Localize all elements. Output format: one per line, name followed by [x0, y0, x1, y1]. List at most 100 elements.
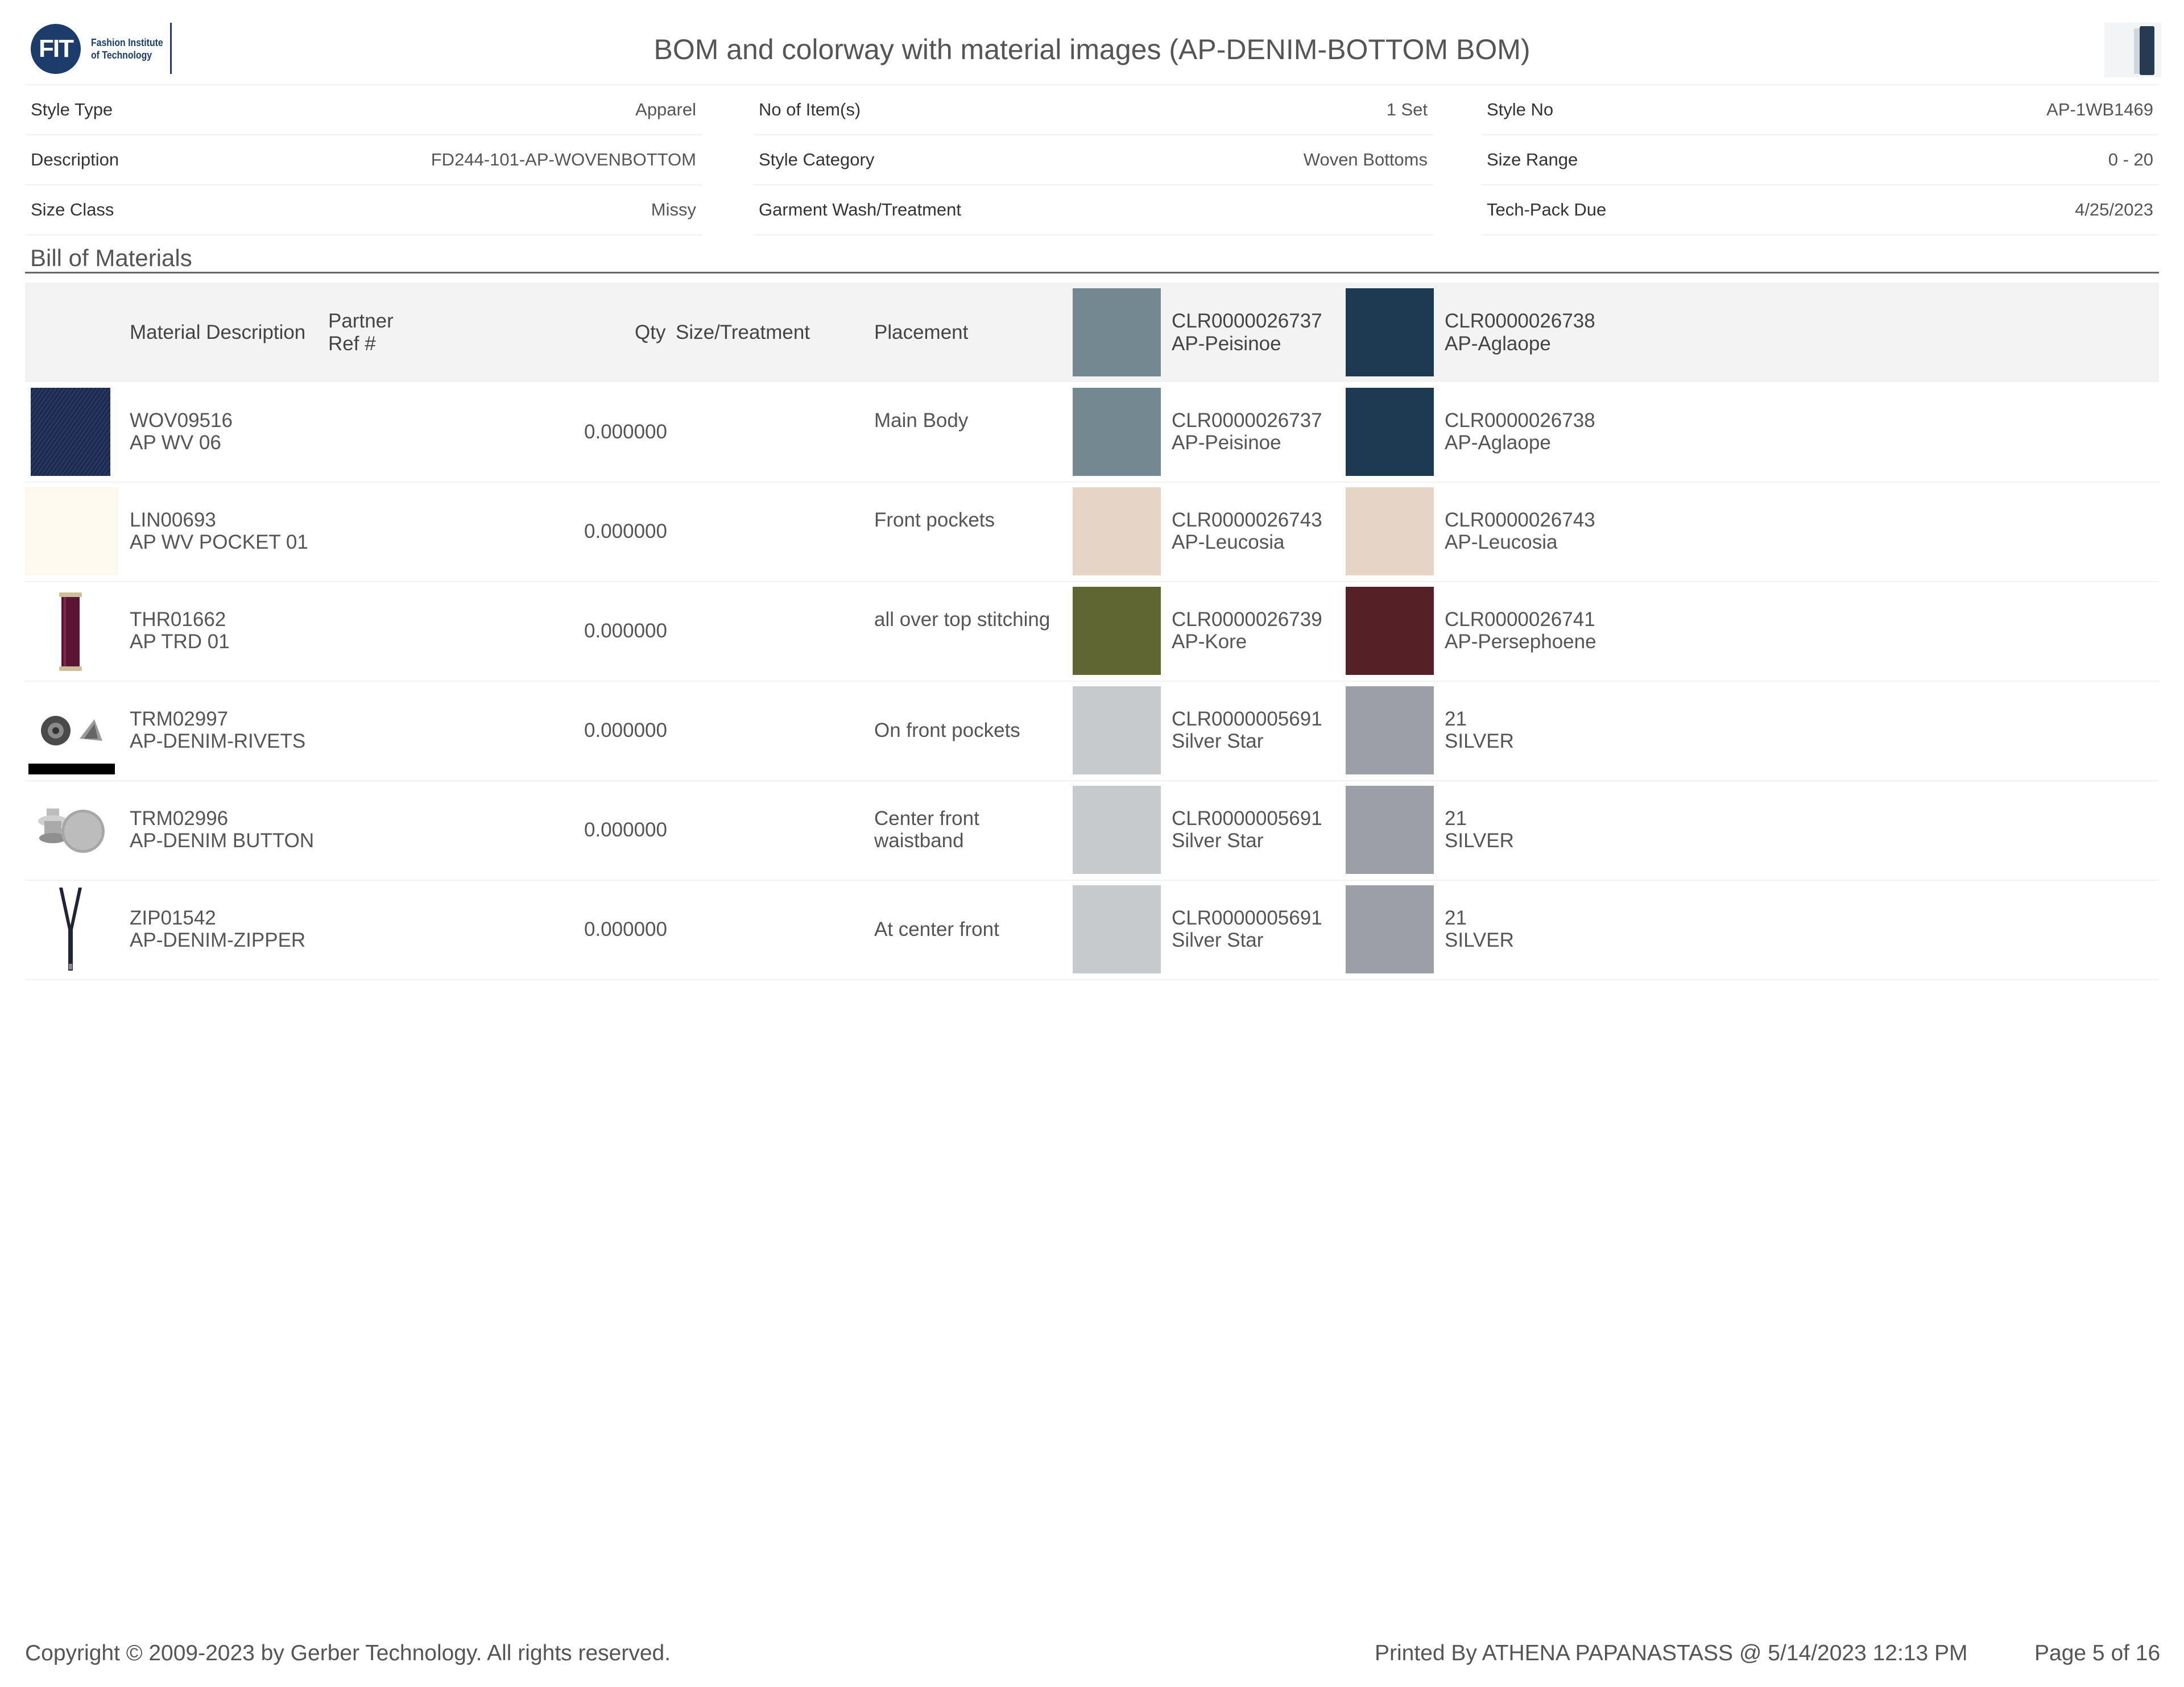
- attr-value: 1 Set: [1386, 100, 1428, 119]
- attr-label: Size Range: [1487, 150, 1578, 169]
- col-placement: Placement: [874, 321, 969, 343]
- color-swatch: [1346, 786, 1434, 874]
- material-description: TRM02996 AP-DENIM BUTTON: [130, 807, 314, 852]
- table-row: LIN00693 AP WV POCKET 01 0.000000 Front …: [25, 482, 2159, 582]
- colorway-2-value: CLR0000026743 AP-Leucosia: [1445, 509, 1595, 553]
- placement-line1: On front pockets: [874, 719, 1020, 741]
- material-code: WOV09516: [130, 409, 233, 432]
- table-row: TRM02997 AP-DENIM-RIVETS 0.000000 On fro…: [25, 681, 2159, 781]
- divider: [25, 84, 2159, 85]
- qty: 0.000000: [584, 918, 667, 940]
- material-description: WOV09516 AP WV 06: [130, 409, 233, 454]
- material-name: AP WV 06: [130, 432, 221, 454]
- color-swatch: [1073, 587, 1161, 675]
- col-size-treatment: Size/Treatment: [676, 321, 810, 343]
- material-image-rivets: [27, 686, 116, 774]
- colorway-2-name: AP-Aglaope: [1445, 333, 1551, 355]
- color-code: CLR0000026737: [1172, 409, 1322, 432]
- attr-label: Style Type: [31, 100, 113, 119]
- attr-value: Apparel: [635, 100, 696, 119]
- attr-style-no: Style No AP-1WB1469: [1481, 85, 2159, 135]
- color-name: AP-Leucosia: [1445, 531, 1558, 553]
- colorway-2-value: 21 SILVER: [1445, 907, 1514, 951]
- logo-name: Fashion Institute of Technology: [91, 36, 163, 61]
- colorway-2-value: 21 SILVER: [1445, 708, 1514, 752]
- placement-line1: all over top stitching: [874, 608, 1050, 631]
- printed-by-text: Printed By ATHENA PAPANASTASS @ 5/14/202…: [1375, 1641, 1968, 1665]
- placement-line1: At center front: [874, 918, 999, 940]
- placement: all over top stitching: [874, 608, 1050, 631]
- logo-line-1: Fashion Institute: [91, 37, 163, 48]
- color-code: 21: [1445, 907, 1467, 929]
- colorway-1-value: CLR0000005691 Silver Star: [1172, 708, 1322, 752]
- attr-label: Style No: [1487, 100, 1554, 119]
- attr-style-type: Style Type Apparel: [25, 85, 702, 135]
- table-row: ZIP01542 AP-DENIM-ZIPPER 0.000000 At cen…: [25, 880, 2159, 980]
- color-swatch: [1073, 487, 1161, 575]
- color-code: 21: [1445, 708, 1467, 730]
- material-description: THR01662 AP TRD 01: [130, 608, 230, 653]
- qty: 0.000000: [584, 620, 667, 642]
- color-swatch: [1346, 587, 1434, 675]
- material-name: AP TRD 01: [130, 631, 230, 653]
- colorway-2-value: CLR0000026741 AP-Persephoene: [1445, 608, 1596, 653]
- color-code: CLR0000005691: [1172, 708, 1322, 730]
- color-name: Silver Star: [1172, 929, 1264, 951]
- attr-tech-pack-due: Tech-Pack Due 4/25/2023: [1481, 185, 2159, 235]
- colorway-1-value: CLR0000026743 AP-Leucosia: [1172, 509, 1322, 553]
- color-name: Silver Star: [1172, 730, 1264, 752]
- attr-label: Style Category: [759, 150, 875, 169]
- color-code: CLR0000005691: [1172, 907, 1322, 929]
- colorway-2-swatch: [1346, 288, 1434, 376]
- material-code: TRM02997: [130, 708, 229, 730]
- color-name: AP-Kore: [1172, 631, 1247, 653]
- fit-logo: FIT Fashion Institute of Technology: [31, 23, 173, 74]
- logo-divider: [170, 23, 172, 74]
- attr-size-range: Size Range 0 - 20: [1481, 135, 2159, 185]
- attr-garment-wash: Garment Wash/Treatment: [753, 185, 1433, 235]
- attr-value: AP-1WB1469: [2046, 100, 2153, 119]
- attr-style-category: Style Category Woven Bottoms: [753, 135, 1433, 185]
- material-description: ZIP01542 AP-DENIM-ZIPPER: [130, 907, 305, 951]
- material-image-thread-spool: [31, 587, 110, 675]
- table-row: TRM02996 AP-DENIM BUTTON 0.000000 Center…: [25, 780, 2159, 881]
- color-name: SILVER: [1445, 830, 1514, 852]
- material-description: TRM02997 AP-DENIM-RIVETS: [130, 708, 305, 752]
- colorway-2-header: CLR0000026738 AP-Aglaope: [1445, 310, 1595, 355]
- colorway-1-value: CLR0000026737 AP-Peisinoe: [1172, 409, 1322, 454]
- color-name: SILVER: [1445, 929, 1514, 951]
- color-code: 21: [1445, 807, 1467, 830]
- color-name: AP-Leucosia: [1172, 531, 1285, 553]
- color-swatch: [1073, 388, 1161, 476]
- color-name: Silver Star: [1172, 830, 1264, 852]
- placement: Main Body: [874, 409, 968, 432]
- colorway-1-header: CLR0000026737 AP-Peisinoe: [1172, 310, 1322, 355]
- attr-value: 0 - 20: [2108, 150, 2153, 169]
- colorway-1-value: CLR0000005691 Silver Star: [1172, 907, 1322, 951]
- color-code: CLR0000026743: [1445, 509, 1595, 531]
- page-number: Page 5 of 16: [2034, 1641, 2161, 1665]
- material-code: ZIP01542: [130, 907, 216, 929]
- material-code: TRM02996: [130, 807, 229, 830]
- material-image-lining: [25, 487, 118, 575]
- color-swatch: [1346, 686, 1434, 774]
- placement: On front pockets: [874, 719, 1020, 741]
- colorway-1-value: CLR0000026739 AP-Kore: [1172, 608, 1322, 653]
- attr-value: 4/25/2023: [2075, 200, 2153, 219]
- logo-line-2: of Technology: [91, 49, 152, 61]
- color-swatch: [1073, 786, 1161, 874]
- color-swatch: [1346, 487, 1434, 575]
- material-image-zipper: [31, 885, 110, 973]
- qty: 0.000000: [584, 520, 667, 542]
- placement: Front pockets: [874, 509, 995, 531]
- material-name: AP-DENIM-RIVETS: [130, 730, 306, 752]
- color-code: CLR0000026743: [1172, 509, 1322, 531]
- colorway-1-value: CLR0000005691 Silver Star: [1172, 807, 1322, 852]
- color-code: CLR0000026738: [1445, 409, 1595, 432]
- col-partner-ref-line1: Partner: [328, 310, 394, 332]
- section-title: Bill of Materials: [30, 244, 192, 271]
- colorway-2-code: CLR0000026738: [1445, 310, 1595, 332]
- qty: 0.000000: [584, 719, 667, 741]
- colorway-2-value: 21 SILVER: [1445, 807, 1514, 852]
- attr-size-class: Size Class Missy: [25, 185, 702, 235]
